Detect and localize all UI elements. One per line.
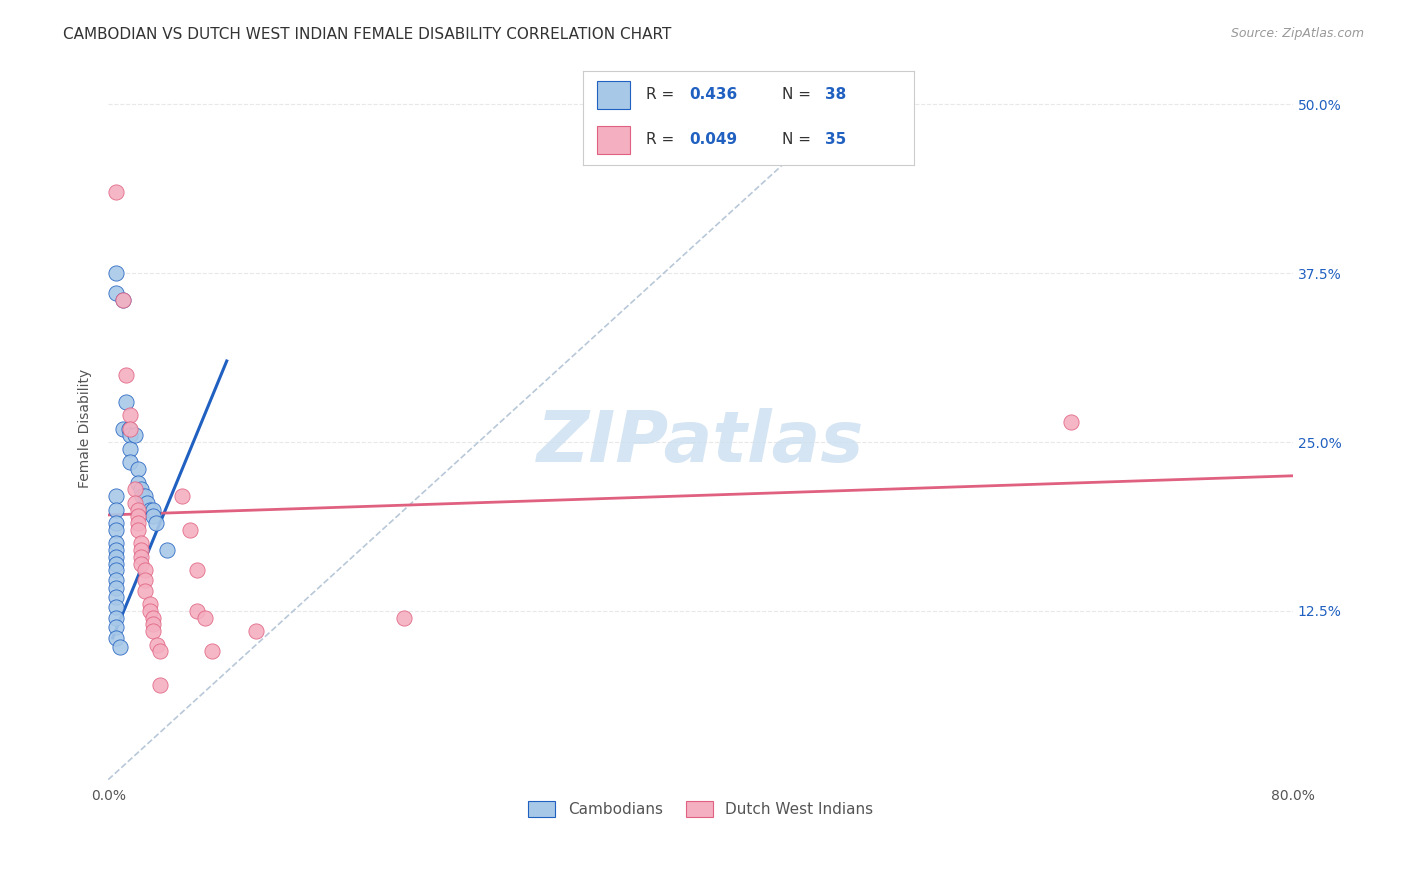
Point bbox=[145, 516, 167, 530]
Text: N =: N = bbox=[782, 132, 815, 147]
Point bbox=[127, 475, 149, 490]
Point bbox=[124, 428, 146, 442]
Point bbox=[149, 678, 172, 692]
Legend: Cambodians, Dutch West Indians: Cambodians, Dutch West Indians bbox=[520, 793, 882, 824]
Text: Source: ZipAtlas.com: Source: ZipAtlas.com bbox=[1230, 27, 1364, 40]
Point bbox=[129, 557, 152, 571]
Point bbox=[129, 483, 152, 497]
Point bbox=[127, 516, 149, 530]
Point bbox=[112, 293, 135, 308]
Point bbox=[104, 610, 127, 624]
Point bbox=[104, 185, 127, 199]
Point bbox=[104, 502, 127, 516]
Point bbox=[129, 543, 152, 558]
Point bbox=[112, 293, 135, 308]
Point bbox=[129, 536, 152, 550]
Point bbox=[120, 455, 142, 469]
Point bbox=[127, 462, 149, 476]
Point bbox=[104, 599, 127, 614]
Point bbox=[115, 394, 138, 409]
Point bbox=[142, 610, 165, 624]
Point bbox=[104, 266, 127, 280]
Point bbox=[104, 286, 127, 301]
Point bbox=[186, 604, 208, 618]
Point bbox=[394, 610, 416, 624]
Text: CAMBODIAN VS DUTCH WEST INDIAN FEMALE DISABILITY CORRELATION CHART: CAMBODIAN VS DUTCH WEST INDIAN FEMALE DI… bbox=[63, 27, 672, 42]
Text: 38: 38 bbox=[825, 87, 846, 103]
Point bbox=[104, 591, 127, 605]
Point bbox=[104, 563, 127, 577]
Point bbox=[104, 557, 127, 571]
FancyBboxPatch shape bbox=[596, 126, 630, 153]
Point bbox=[138, 597, 160, 611]
Point bbox=[146, 638, 169, 652]
Text: 0.436: 0.436 bbox=[689, 87, 738, 103]
Point bbox=[138, 604, 160, 618]
Point bbox=[134, 489, 156, 503]
Point bbox=[149, 644, 172, 658]
Point bbox=[127, 509, 149, 524]
Point bbox=[135, 496, 157, 510]
Point bbox=[104, 620, 127, 634]
Point bbox=[115, 368, 138, 382]
Point bbox=[193, 610, 215, 624]
Text: R =: R = bbox=[647, 87, 679, 103]
Point bbox=[186, 563, 208, 577]
Point bbox=[134, 563, 156, 577]
Point bbox=[179, 523, 201, 537]
Text: 35: 35 bbox=[825, 132, 846, 147]
Point bbox=[142, 502, 165, 516]
Point bbox=[120, 421, 142, 435]
Text: R =: R = bbox=[647, 132, 679, 147]
Point bbox=[104, 489, 127, 503]
Point bbox=[104, 581, 127, 595]
Point bbox=[124, 483, 146, 497]
Text: 0.049: 0.049 bbox=[689, 132, 737, 147]
Point bbox=[108, 640, 131, 655]
Point bbox=[118, 421, 141, 435]
Point bbox=[120, 408, 142, 422]
Text: ZIPatlas: ZIPatlas bbox=[537, 408, 865, 477]
Point bbox=[104, 631, 127, 645]
Point bbox=[112, 421, 135, 435]
Point bbox=[201, 644, 224, 658]
Point bbox=[134, 573, 156, 587]
FancyBboxPatch shape bbox=[596, 81, 630, 109]
Point bbox=[124, 496, 146, 510]
Point bbox=[104, 543, 127, 558]
Point bbox=[127, 523, 149, 537]
Point bbox=[120, 428, 142, 442]
Point bbox=[131, 489, 153, 503]
Point bbox=[104, 549, 127, 564]
Point bbox=[104, 536, 127, 550]
Y-axis label: Female Disability: Female Disability bbox=[79, 369, 93, 488]
Point bbox=[142, 624, 165, 638]
Point bbox=[245, 624, 267, 638]
Point bbox=[134, 583, 156, 598]
Point bbox=[104, 523, 127, 537]
Point bbox=[127, 502, 149, 516]
Point bbox=[104, 516, 127, 530]
Point bbox=[120, 442, 142, 456]
Point bbox=[156, 543, 179, 558]
Point bbox=[142, 509, 165, 524]
Point bbox=[1060, 415, 1083, 429]
Text: N =: N = bbox=[782, 87, 815, 103]
Point bbox=[172, 489, 194, 503]
Point bbox=[129, 549, 152, 564]
Point bbox=[104, 573, 127, 587]
Point bbox=[142, 617, 165, 632]
Point bbox=[138, 502, 160, 516]
